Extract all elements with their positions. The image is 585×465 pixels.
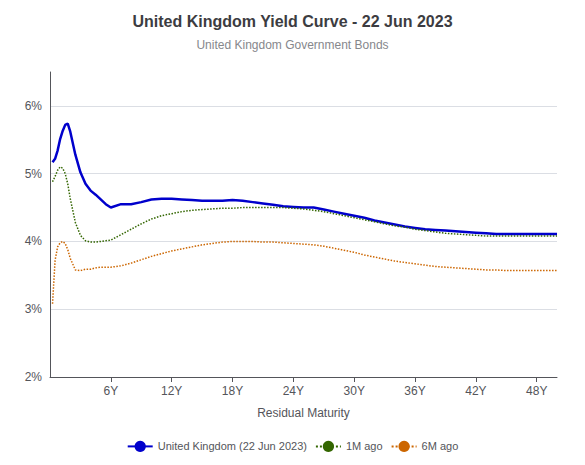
- svg-text:12Y: 12Y: [161, 384, 182, 398]
- svg-text:United Kingdom (22 Jun 2023): United Kingdom (22 Jun 2023): [158, 440, 307, 452]
- svg-text:United Kingdom Yield Curve - 2: United Kingdom Yield Curve - 22 Jun 2023: [132, 13, 452, 30]
- svg-text:6%: 6%: [25, 99, 43, 113]
- svg-text:1M ago: 1M ago: [346, 440, 383, 452]
- svg-text:18Y: 18Y: [222, 384, 243, 398]
- svg-text:Residual Maturity: Residual Maturity: [257, 406, 350, 420]
- svg-text:6Y: 6Y: [103, 384, 118, 398]
- svg-text:48Y: 48Y: [526, 384, 547, 398]
- svg-text:30Y: 30Y: [344, 384, 365, 398]
- svg-text:42Y: 42Y: [465, 384, 486, 398]
- svg-text:2%: 2%: [25, 370, 43, 384]
- svg-text:24Y: 24Y: [283, 384, 304, 398]
- svg-text:5%: 5%: [25, 167, 43, 181]
- svg-text:6M ago: 6M ago: [422, 440, 459, 452]
- svg-text:4%: 4%: [25, 234, 43, 248]
- svg-text:3%: 3%: [25, 302, 43, 316]
- svg-text:36Y: 36Y: [404, 384, 425, 398]
- svg-text:United Kingdom Government Bond: United Kingdom Government Bonds: [196, 38, 388, 52]
